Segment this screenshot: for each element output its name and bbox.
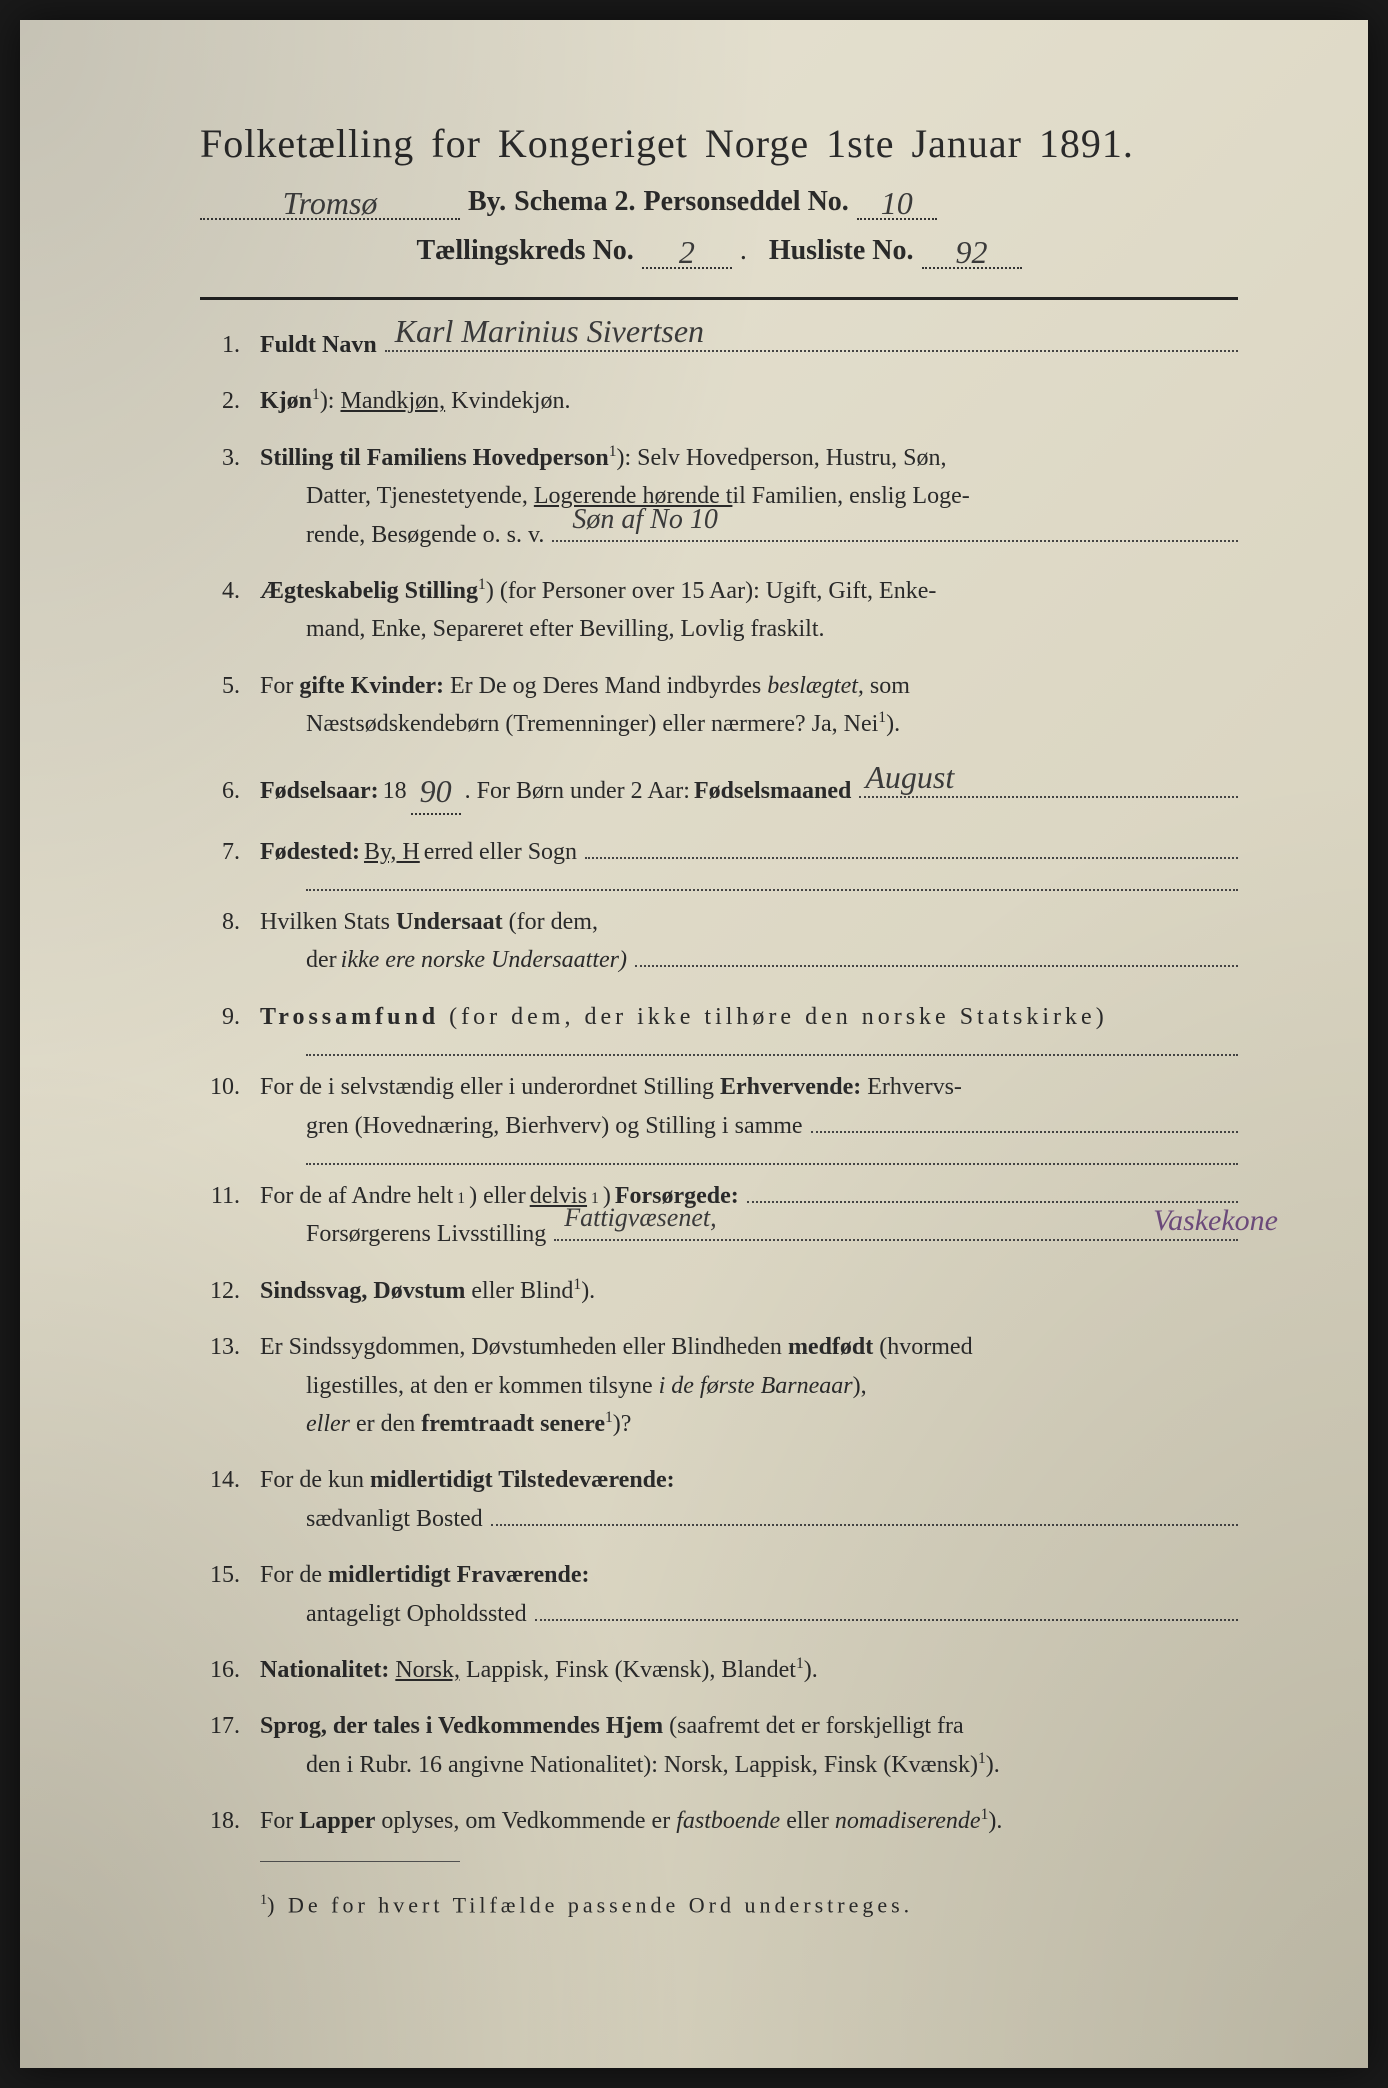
census-form-page: Folketælling for Kongeriget Norge 1ste J… [20,20,1368,2068]
r9-extra-line [306,1054,1238,1056]
r7-extra-line [306,889,1238,891]
r17-label: Sprog, der tales i Vedkommendes Hjem [260,1713,663,1739]
r1-field: Karl Marinius Sivertsen [385,328,1238,352]
by-label: By. [468,186,506,218]
r11-field: Fattigvæsenet,Vaskekone [554,1217,1238,1241]
r9-label: Trossamfund [260,1004,439,1030]
r11-hand2: Vaskekone [1153,1197,1278,1245]
r10-label: Erhvervende: [720,1074,861,1100]
r14-field [491,1502,1238,1526]
row-num: 3. [200,439,260,477]
schema-label: Schema 2. [514,186,635,218]
row-9: 9. Trossamfund (for dem, der ikke tilhør… [200,998,1238,1036]
r12-label: Sindssvag, Døvstum [260,1278,465,1304]
r15-label: midlertidigt Fraværende: [328,1562,590,1588]
subtitle-row-2: Tællingskreds No. 2 . Husliste No. 92 [200,230,1238,269]
kreds-no-hand: 2 [679,234,695,270]
r6-month: August [865,752,954,803]
husliste-label: Husliste No. [769,235,914,267]
row-num: 17. [200,1707,260,1745]
r6-label: Fødselsaar: [260,772,379,810]
r11-hand1: Fattigvæsenet, [564,1197,716,1239]
kreds-label: Tællingskreds No. [416,235,633,267]
r8-field [635,943,1238,967]
row-8: 8. Hvilken Stats Undersaat (for dem, der… [200,903,1238,980]
row-num: 12. [200,1272,260,1310]
row-16: 16. Nationalitet: Norsk, Lappisk, Finsk … [200,1651,1238,1689]
row-num: 6. [200,772,260,810]
row-1: 1. Fuldt Navn Karl Marinius Sivertsen [200,326,1238,364]
r3-hand: Søn af No 10 [572,498,717,543]
r3-label: Stilling til Familiens Hovedperson [260,445,609,471]
r1-value: Karl Marinius Sivertsen [395,306,704,357]
r2-selected: Mandkjøn, [340,388,445,414]
main-title: Folketælling for Kongeriget Norge 1ste J… [200,120,1238,167]
footnote-divider [260,1861,460,1862]
row-num: 2. [200,382,260,420]
row-4: 4. Ægteskabelig Stilling1) (for Personer… [200,572,1238,649]
person-label: Personseddel No. [643,186,848,218]
row-12: 12. Sindssvag, Døvstum eller Blind1). [200,1272,1238,1310]
r1-label: Fuldt Navn [260,326,377,364]
husliste-no-field: 92 [922,230,1022,269]
row-11: 11. For de af Andre helt1) eller delvis1… [200,1177,1238,1254]
city-handwritten: Tromsø [283,185,378,221]
r7-label: Fødested: [260,833,360,871]
r10-field [811,1109,1238,1133]
row-num: 10. [200,1068,260,1106]
row-num: 9. [200,998,260,1036]
row-num: 11. [200,1177,260,1215]
row-num: 14. [200,1461,260,1499]
row-10: 10. For de i selvstændig eller i underor… [200,1068,1238,1145]
row-num: 16. [200,1651,260,1689]
kreds-no-field: 2 [642,230,732,269]
row-num: 5. [200,667,260,705]
r7-field [585,835,1238,859]
row-15: 15. For de midlertidigt Fraværende: anta… [200,1556,1238,1633]
row-num: 1. [200,326,260,364]
row-6: 6. Fødselsaar: 1890 . For Børn under 2 A… [200,762,1238,815]
row-13: 13. Er Sindssygdommen, Døvstumheden elle… [200,1328,1238,1443]
subtitle-row-1: Tromsø By. Schema 2. Personseddel No. 10 [200,181,1238,220]
husliste-no-hand: 92 [956,234,988,270]
row-num: 18. [200,1802,260,1840]
row-num: 13. [200,1328,260,1366]
r18-label: Lapper [299,1808,375,1834]
row-2: 2. Kjøn1): Mandkjøn, Kvindekjøn. [200,382,1238,420]
row-num: 15. [200,1556,260,1594]
person-no-hand: 10 [881,185,913,221]
r6-year: 90 [420,773,452,809]
r4-label: Ægteskabelig Stilling [260,578,478,604]
row-18: 18. For Lapper oplyses, om Vedkommende e… [200,1802,1238,1840]
row-14: 14. For de kun midlertidigt Tilstedevære… [200,1461,1238,1538]
r8-label: Undersaat [396,909,503,935]
row-num: 8. [200,903,260,941]
r15-field [535,1597,1238,1621]
city-field: Tromsø [200,181,460,220]
row-17: 17. Sprog, der tales i Vedkommendes Hjem… [200,1707,1238,1784]
r2-label: Kjøn [260,388,312,414]
footnote: 1) De for hvert Tilfælde passende Ord un… [200,1892,1238,1918]
row-num: 4. [200,572,260,610]
r10-extra-line [306,1163,1238,1165]
r3-field: Søn af No 10 [552,518,1238,542]
r5-label: gifte Kvinder: [299,673,444,699]
row-7: 7. Fødested: By, Herred eller Sogn [200,833,1238,871]
row-num: 7. [200,833,260,871]
divider-main [200,297,1238,300]
r16-label: Nationalitet: [260,1657,389,1683]
row-3: 3. Stilling til Familiens Hovedperson1):… [200,439,1238,554]
r14-label: midlertidigt Tilstedeværende: [370,1467,675,1493]
row-5: 5. For gifte Kvinder: Er De og Deres Man… [200,667,1238,744]
person-no-field: 10 [857,181,937,220]
